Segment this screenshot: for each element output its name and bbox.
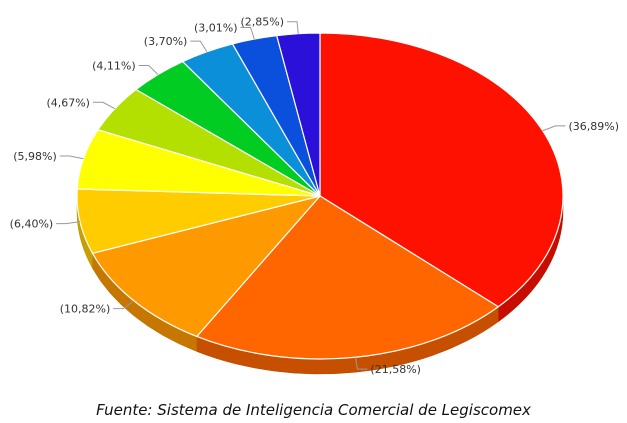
source-caption: Fuente: Sistema de Inteligencia Comercia… [96,401,531,419]
slice-label-8: (3,70%) [144,35,188,48]
slice-3 [91,195,321,338]
slice-label-10: (2,85%) [240,16,284,29]
label-leaders [56,21,566,370]
slice-labels: (36,89%) (21,58%) (10,82%) (6,40%) (5,98%) (4… [10,16,619,376]
slice-label-5: (5,98%) [13,150,57,163]
pie-slices [76,32,564,360]
leader-line-2 [354,357,368,370]
leader-line-5 [59,155,84,160]
slice-label-3: (10,82%) [60,303,111,316]
slice-label-2: (21,58%) [370,363,421,376]
leader-line-6 [92,101,116,110]
leader-line-7 [138,65,159,75]
leader-line-1 [542,125,566,132]
leader-line-3 [113,300,135,310]
leader-line-9 [240,27,255,40]
slice-label-4: (6,40%) [10,218,54,231]
slice-label-7: (4,11%) [92,60,136,73]
slice-2 [196,195,499,360]
slice-label-6: (4,67%) [46,96,90,109]
slice-label-1: (36,89%) [568,120,619,133]
slice-label-9: (3,01%) [194,22,238,35]
leader-line-8 [190,40,208,53]
leader-line-10 [287,21,299,34]
leader-line-4 [56,221,81,225]
